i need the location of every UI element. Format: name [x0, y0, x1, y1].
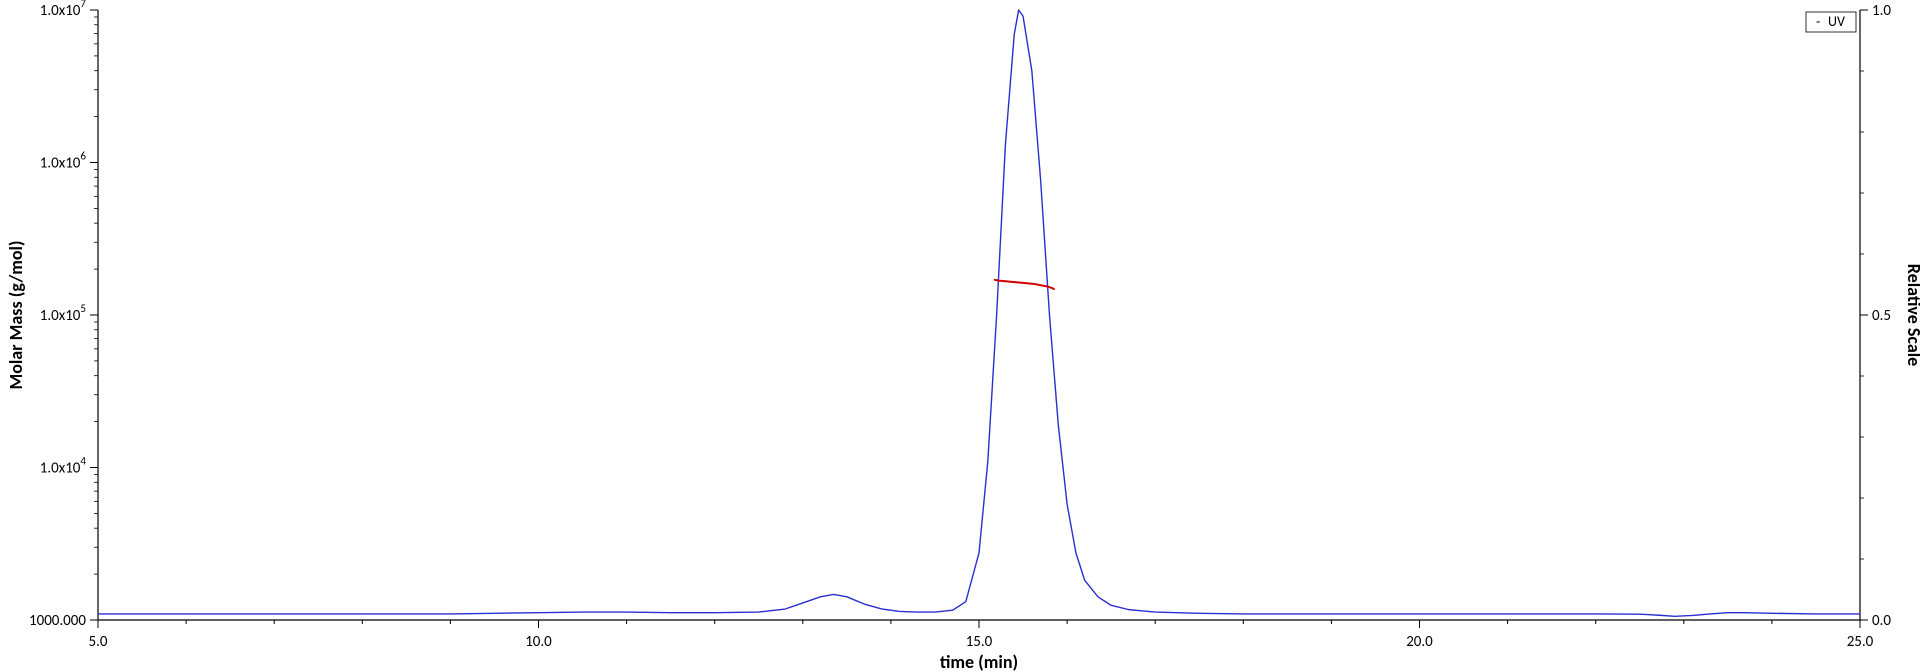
- series-molarmass: [995, 280, 1054, 289]
- y-left-tick-label: 1.0x107: [40, 0, 87, 20]
- y-right-tick-label: 1.0: [1872, 2, 1891, 20]
- y-right-axis-label: Relative Scale: [1903, 264, 1920, 366]
- x-tick-label: 15.0: [966, 633, 993, 651]
- y-left-tick-label: 1000.000: [29, 612, 86, 630]
- x-tick-label: 25.0: [1847, 633, 1874, 651]
- y-left-axis-label: Molar Mass (g/mol): [5, 240, 27, 389]
- x-tick-label: 10.0: [525, 633, 552, 651]
- x-tick-label: 20.0: [1406, 633, 1433, 651]
- series-uv: [98, 10, 1860, 616]
- y-left-tick-label: 1.0x104: [40, 455, 87, 478]
- y-right-tick-label: 0.0: [1872, 612, 1891, 630]
- x-axis-label: time (min): [940, 651, 1018, 672]
- x-tick-label: 5.0: [89, 633, 108, 651]
- y-left-tick-label: 1.0x105: [40, 302, 86, 325]
- legend-label: UV: [1828, 13, 1845, 30]
- chart-svg: 5.0 10.0 15.0 20.0 25.0 time (min) 1000.000 1.0…: [0, 0, 1920, 672]
- chromatogram-chart: 5.0 10.0 15.0 20.0 25.0 time (min) 1000.000 1.0…: [0, 0, 1920, 672]
- y-left-tick-label: 1.0x106: [40, 150, 87, 173]
- legend-marker: -: [1816, 13, 1820, 30]
- y-right-tick-label: 0.5: [1872, 307, 1891, 325]
